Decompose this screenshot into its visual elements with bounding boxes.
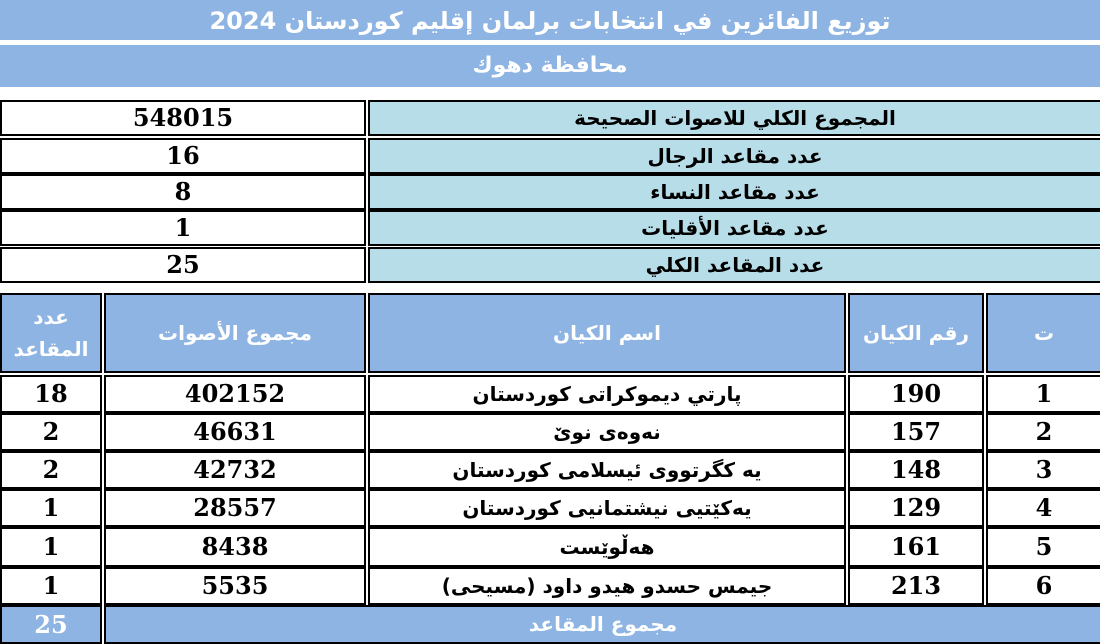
header-votes: مجموع الأصوات	[104, 293, 366, 373]
footer-total-seats-value: 25	[0, 605, 102, 644]
summary-row-women-seats: 8 عدد مقاعد النساء	[0, 174, 1100, 210]
cell-entity-name: نەوەی نوێ	[368, 413, 846, 451]
summary-value: 16	[0, 138, 366, 174]
cell-votes: 28557	[104, 489, 366, 527]
cell-votes: 402152	[104, 375, 366, 413]
summary-row-total-votes: 548015 المجموع الكلي للاصوات الصحيحة	[0, 100, 1100, 136]
cell-seats: 1	[0, 567, 102, 605]
cell-votes: 8438	[104, 527, 366, 567]
cell-entity-no: 190	[848, 375, 984, 413]
cell-entity-name: جيمس حسدو هيدو داود (مسيحى)	[368, 567, 846, 605]
cell-seq: 5	[986, 527, 1100, 567]
cell-seq: 3	[986, 451, 1100, 489]
summary-value: 1	[0, 210, 366, 246]
cell-entity-name: يەکێتیی نیشتمانیی کوردستان	[368, 489, 846, 527]
summary-row-minority-seats: 1 عدد مقاعد الأقليات	[0, 210, 1100, 246]
cell-entity-no: 148	[848, 451, 984, 489]
cell-seq: 2	[986, 413, 1100, 451]
summary-label: عدد مقاعد النساء	[368, 174, 1100, 210]
cell-entity-name: پارتي ديموكراتى كوردستان	[368, 375, 846, 413]
cell-votes: 46631	[104, 413, 366, 451]
cell-entity-name: يە کگرتووی ئیسلامی کوردستان	[368, 451, 846, 489]
cell-seq: 4	[986, 489, 1100, 527]
cell-seats: 1	[0, 489, 102, 527]
summary-label: المجموع الكلي للاصوات الصحيحة	[368, 100, 1100, 136]
summary-label: عدد مقاعد الرجال	[368, 138, 1100, 174]
header-entity-no: رقم الكيان	[848, 293, 984, 373]
header-entity-name: اسم الكيان	[368, 293, 846, 373]
cell-votes: 5535	[104, 567, 366, 605]
summary-row-total-seats: 25 عدد المقاعد الكلي	[0, 247, 1100, 283]
results-table: عدد المقاعد مجموع الأصوات اسم الكيان رقم…	[0, 293, 1100, 644]
header-seats-line2: المقاعد	[13, 337, 89, 361]
cell-entity-no: 213	[848, 567, 984, 605]
summary-label: عدد مقاعد الأقليات	[368, 210, 1100, 246]
header-seats-line1: عدد	[33, 305, 69, 329]
summary-label: عدد المقاعد الكلي	[368, 247, 1100, 283]
summary-value: 8	[0, 174, 366, 210]
cell-entity-no: 157	[848, 413, 984, 451]
cell-seq: 6	[986, 567, 1100, 605]
page-subtitle: محافظة دهوك	[0, 45, 1100, 87]
cell-seats: 18	[0, 375, 102, 413]
summary-row-men-seats: 16 عدد مقاعد الرجال	[0, 138, 1100, 174]
cell-seats: 2	[0, 413, 102, 451]
summary-value: 25	[0, 247, 366, 283]
cell-entity-name: هەڵوێست	[368, 527, 846, 567]
cell-votes: 42732	[104, 451, 366, 489]
cell-seats: 2	[0, 451, 102, 489]
summary-value: 548015	[0, 100, 366, 136]
footer-total-seats-label: مجموع المقاعد	[104, 605, 1100, 644]
cell-seats: 1	[0, 527, 102, 567]
cell-seq: 1	[986, 375, 1100, 413]
header-seq: ت	[986, 293, 1100, 373]
header-seats: عدد المقاعد	[0, 293, 102, 373]
page-title: توزيع الفائزين في انتخابات برلمان إقليم …	[0, 0, 1100, 42]
cell-entity-no: 161	[848, 527, 984, 567]
cell-entity-no: 129	[848, 489, 984, 527]
